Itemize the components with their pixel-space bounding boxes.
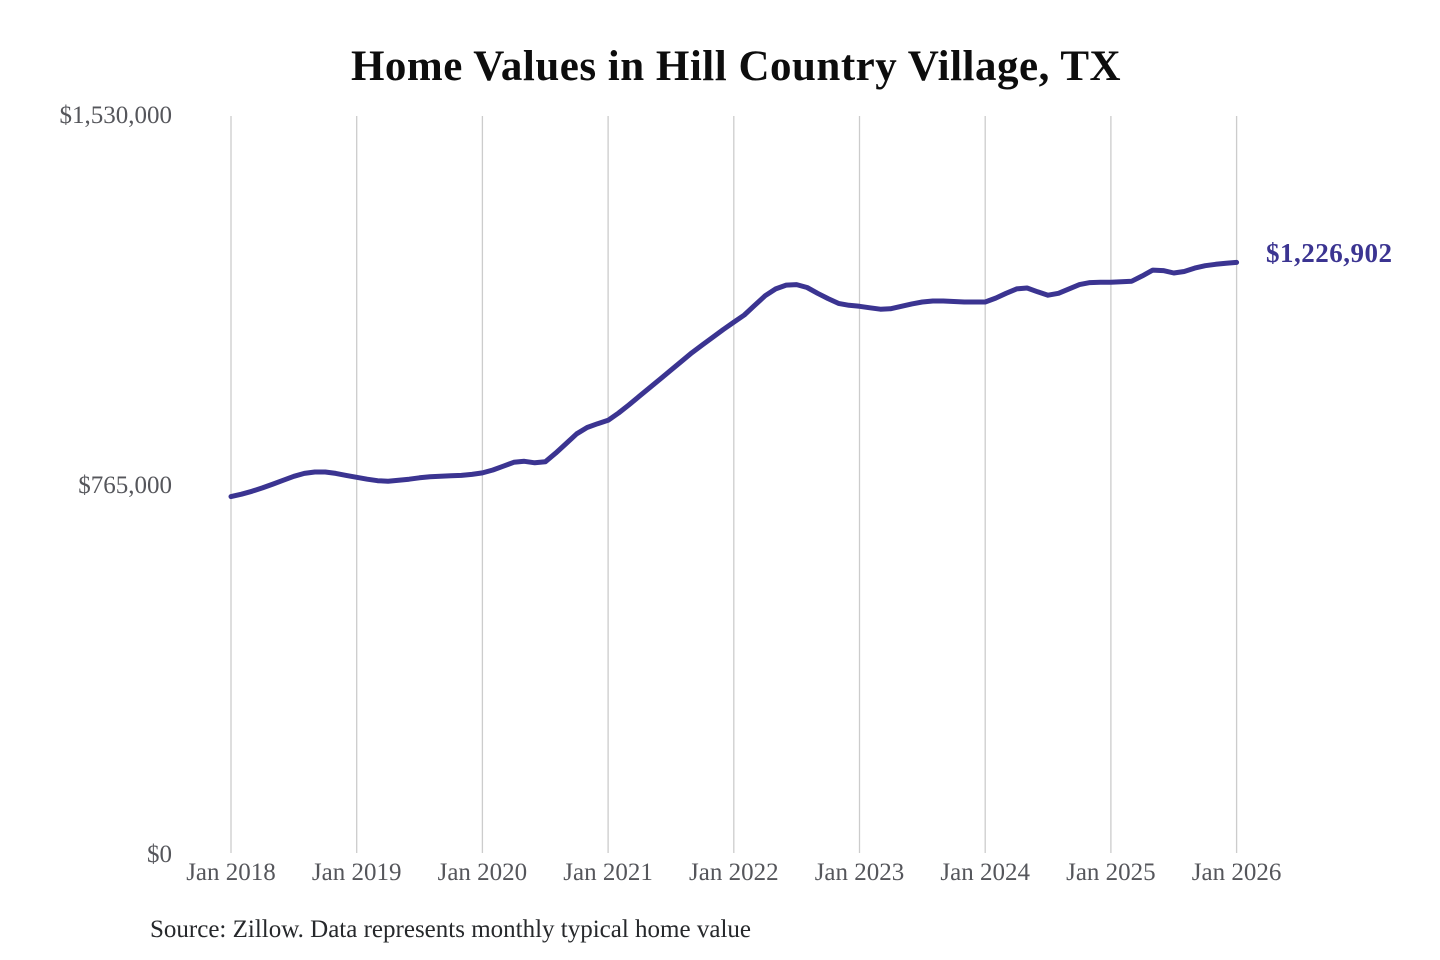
chart-title: Home Values in Hill Country Village, TX: [350, 43, 1122, 90]
y-axis-tick-label: $1,530,000: [59, 102, 173, 129]
x-axis-tick-label: Jan 2023: [814, 859, 905, 886]
final-value-label: $1,226,902: [1266, 238, 1393, 268]
source-note: Source: Zillow. Data represents monthly …: [150, 916, 751, 943]
vertical-gridlines: [230, 116, 1238, 853]
y-axis-tick-label: $0: [147, 841, 172, 868]
x-axis-tick-label: Jan 2022: [689, 859, 779, 886]
y-axis-tick-label: $765,000: [78, 471, 172, 499]
x-axis-tick-label: Jan 2024: [940, 859, 1030, 886]
x-axis-tick-label: Jan 2018: [186, 859, 276, 886]
x-axis-tick-label: Jan 2025: [1066, 859, 1156, 886]
x-axis-tick-label: Jan 2026: [1191, 859, 1282, 886]
x-axis-tick-label: Jan 2019: [311, 859, 402, 886]
x-axis-tick-label: Jan 2020: [437, 859, 528, 886]
home-value-line: [228, 259, 1240, 500]
x-axis-tick-label: Jan 2021: [563, 859, 653, 886]
